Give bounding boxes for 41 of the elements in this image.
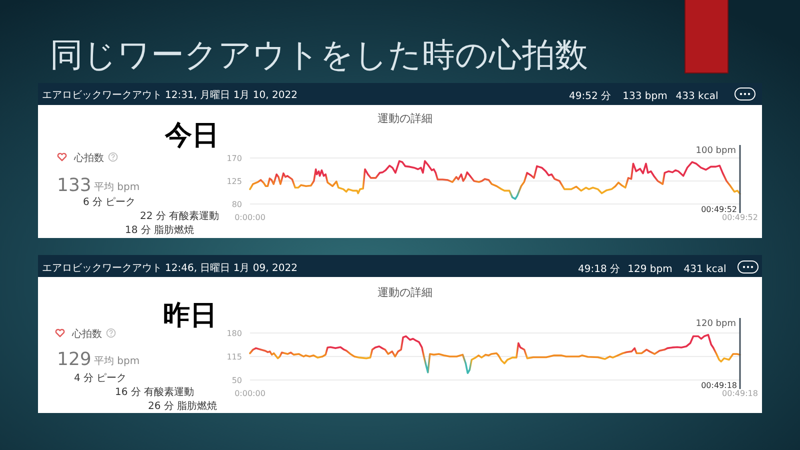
text: 26 分 脂肪燃焼	[148, 400, 218, 412]
text: 心拍数	[73, 152, 104, 164]
text: 6 分 ピーク	[83, 196, 136, 208]
y-tick-label: 80	[232, 200, 242, 209]
y-tick-label: 170	[226, 154, 242, 163]
text: 433 kcal	[676, 91, 718, 102]
y-tick-label: 180	[226, 329, 242, 338]
text: 心拍数	[71, 328, 102, 340]
text: 今日	[164, 120, 219, 151]
text: 133	[57, 175, 92, 196]
y-tick-label: 50	[232, 376, 242, 385]
text: エアロビックワークアウト	[42, 263, 162, 274]
text: エアロビックワークアウト	[42, 90, 162, 101]
y-tick-label: 125	[226, 177, 242, 186]
chart-title: 運動の詳細	[378, 286, 432, 299]
text: 16 分 有酸素運動	[115, 386, 194, 398]
text: 00:49:52	[701, 205, 737, 214]
text: 129 bpm	[628, 264, 672, 275]
text: 平均 bpm	[94, 355, 140, 367]
text: 129	[57, 349, 92, 370]
text: 昨日	[163, 300, 217, 331]
text: 49:52 分	[569, 90, 611, 102]
text: 133 bpm	[622, 91, 668, 102]
chart-title: 運動の詳細	[378, 112, 432, 125]
text: 4 分 ピーク	[74, 372, 127, 384]
x-tick-label: 0:00:00	[234, 389, 266, 398]
text: 18 分 脂肪燃焼	[125, 224, 194, 236]
line-series	[249, 334, 741, 374]
x-tick-label: 0:00:00	[234, 213, 266, 222]
line-series	[249, 160, 741, 200]
text: 12:46, 日曜日 1月 09, 2022	[165, 262, 298, 274]
y-tick-label: 115	[226, 352, 242, 362]
text: 平均 bpm	[94, 181, 140, 193]
text: 22 分 有酸素運動	[140, 210, 220, 222]
ref-line-label: 100 bpm	[696, 146, 736, 156]
text: 00:49:18	[701, 381, 737, 390]
ref-line-label: 120 bpm	[696, 319, 736, 329]
text: 49:18 分	[578, 263, 620, 275]
text: 431 kcal	[684, 264, 726, 275]
text: 12:31, 月曜日 1月 10, 2022	[165, 89, 298, 101]
text: 同じワークアウトをした時の心拍数	[50, 35, 588, 74]
